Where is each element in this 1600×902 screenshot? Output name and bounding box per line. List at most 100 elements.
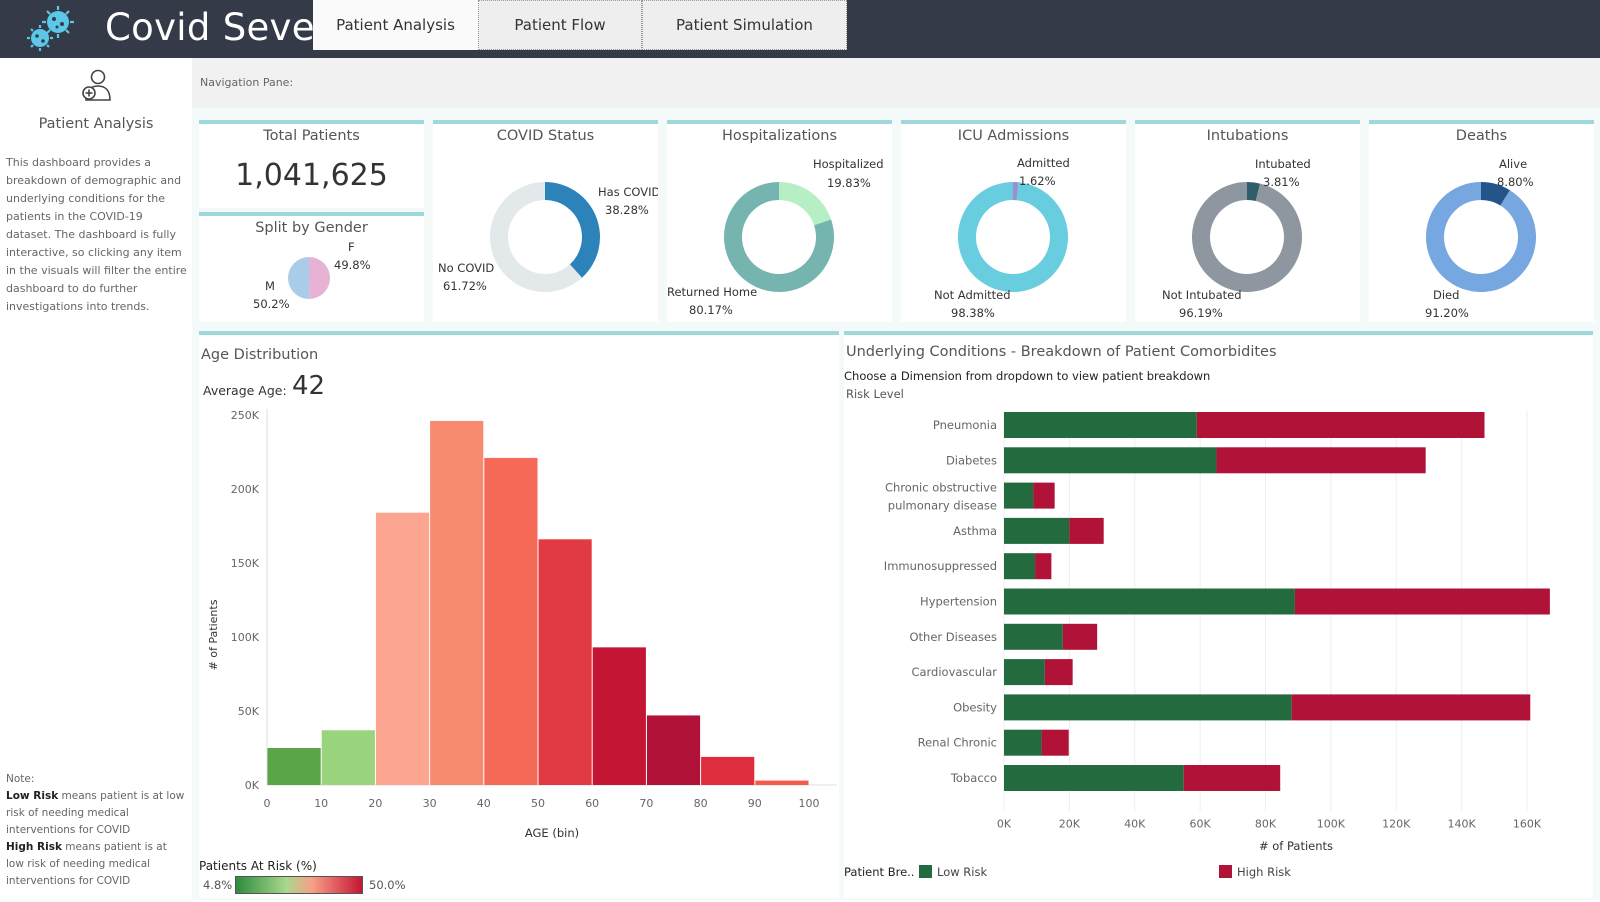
donut-slice-a[interactable] bbox=[545, 182, 600, 278]
intub-b-label: Not Intubated bbox=[1162, 288, 1242, 302]
cond-bar-low[interactable] bbox=[1004, 659, 1045, 686]
hospitalizations-card[interactable]: Hospitalizations Hospitalized 19.83% Ret… bbox=[667, 120, 892, 322]
cond-category-label[interactable]: Other Diseases bbox=[909, 630, 997, 644]
age-bar[interactable] bbox=[375, 512, 430, 785]
covid-status-card[interactable]: COVID Status Has COVID 38.28% No COVID 6… bbox=[433, 120, 658, 322]
cond-bar-high[interactable] bbox=[1041, 729, 1069, 756]
donut-slice-b[interactable] bbox=[1192, 182, 1302, 292]
age-distribution-panel[interactable]: Age Distribution Average Age: 42 # of Pa… bbox=[199, 331, 839, 898]
cond-bar-low[interactable] bbox=[1004, 623, 1063, 650]
cond-bar-high[interactable] bbox=[1216, 447, 1426, 474]
donut-slice-a[interactable] bbox=[1013, 182, 1019, 201]
cond-bar-high[interactable] bbox=[1033, 482, 1055, 509]
cond-category-label[interactable]: Chronic obstructive bbox=[885, 481, 997, 495]
hospitalizations-donut[interactable]: Hospitalized 19.83% Returned Home 80.17% bbox=[667, 124, 892, 326]
age-bar[interactable] bbox=[701, 756, 755, 785]
sidebar: Patient Analysis This dashboard provides… bbox=[0, 58, 192, 900]
age-bar[interactable] bbox=[592, 647, 646, 785]
cond-bar-low[interactable] bbox=[1004, 517, 1070, 544]
dimension-selector[interactable]: Risk Level bbox=[846, 387, 904, 401]
high-risk-legend-label[interactable]: High Risk bbox=[1237, 865, 1291, 879]
cond-category-label[interactable]: pulmonary disease bbox=[888, 499, 997, 513]
cond-category-label[interactable]: Asthma bbox=[953, 524, 997, 538]
cond-category-label[interactable]: Obesity bbox=[953, 700, 997, 714]
cond-x-tick: 140K bbox=[1448, 817, 1477, 830]
high-risk-swatch[interactable] bbox=[1219, 865, 1232, 878]
risk-legend-gradient[interactable] bbox=[235, 876, 363, 894]
low-risk-swatch[interactable] bbox=[919, 865, 932, 878]
age-histogram[interactable]: # of Patients AGE (bin) 0K50K100K150K200… bbox=[199, 335, 839, 902]
donut-slice-b[interactable] bbox=[490, 182, 582, 292]
age-x-tick: 40 bbox=[477, 797, 491, 810]
cond-bar-high[interactable] bbox=[1044, 659, 1073, 686]
total-patients-value: 1,041,625 bbox=[235, 158, 388, 193]
donut-slice-a[interactable] bbox=[1247, 182, 1261, 202]
age-y-tick: 150K bbox=[231, 557, 260, 570]
cond-bar-low[interactable] bbox=[1004, 765, 1184, 791]
tab-patient-simulation[interactable]: Patient Simulation bbox=[642, 0, 847, 50]
cond-bar-high[interactable] bbox=[1196, 412, 1485, 438]
cond-bar-low[interactable] bbox=[1004, 694, 1292, 721]
donut-slice-b[interactable] bbox=[957, 182, 1068, 292]
cond-category-label[interactable]: Cardiovascular bbox=[911, 665, 997, 679]
cond-bar-low[interactable] bbox=[1004, 412, 1197, 438]
intubations-card[interactable]: Intubations Intubated 3.81% Not Intubate… bbox=[1135, 120, 1360, 322]
hosp-a-pct: 19.83% bbox=[827, 176, 871, 190]
cond-category-label[interactable]: Pneumonia bbox=[933, 418, 997, 432]
icu-admissions-donut[interactable]: Admitted 1.62% Not Admitted 98.38% bbox=[901, 124, 1126, 326]
gender-slice-f[interactable] bbox=[309, 257, 331, 299]
age-x-tick: 100 bbox=[799, 797, 820, 810]
gender-slice-m[interactable] bbox=[288, 257, 310, 299]
age-bar[interactable] bbox=[484, 457, 538, 785]
cond-category-label[interactable]: Hypertension bbox=[920, 595, 997, 609]
gender-split-card[interactable]: Split by Gender F 49.8% M 50.2% bbox=[199, 212, 424, 322]
deaths-donut[interactable]: Alive 8.80% Died 91.20% bbox=[1369, 124, 1594, 326]
gender-pie[interactable]: F 49.8% M 50.2% bbox=[199, 216, 424, 326]
covid-status-donut[interactable]: Has COVID 38.28% No COVID 61.72% bbox=[433, 124, 658, 326]
cond-x-tick: 20K bbox=[1059, 817, 1081, 830]
cond-bar-low[interactable] bbox=[1004, 729, 1042, 756]
cond-bar-high[interactable] bbox=[1035, 553, 1052, 580]
donut-slice-a[interactable] bbox=[779, 182, 832, 226]
tab-patient-flow[interactable]: Patient Flow bbox=[478, 0, 642, 50]
icu-a-pct: 1.62% bbox=[1019, 174, 1056, 188]
deaths-card[interactable]: Deaths Alive 8.80% Died 91.20% bbox=[1369, 120, 1594, 322]
cond-category-label[interactable]: Immunosuppressed bbox=[884, 559, 997, 573]
age-bar[interactable] bbox=[755, 780, 809, 785]
gender-f-label: F bbox=[348, 240, 355, 254]
cond-bar-high[interactable] bbox=[1069, 517, 1104, 544]
donut-slice-a[interactable] bbox=[1481, 182, 1510, 206]
age-bar[interactable] bbox=[430, 420, 484, 785]
cond-bar-high[interactable] bbox=[1291, 694, 1531, 721]
age-bar[interactable] bbox=[538, 539, 592, 785]
donut-slice-b[interactable] bbox=[724, 182, 834, 292]
donut-slice-b[interactable] bbox=[1426, 182, 1536, 292]
intubations-donut[interactable]: Intubated 3.81% Not Intubated 96.19% bbox=[1135, 124, 1360, 326]
total-patients-card[interactable]: Total Patients 1,041,625 bbox=[199, 120, 424, 208]
cond-category-label[interactable]: Diabetes bbox=[946, 453, 997, 467]
cond-bar-low[interactable] bbox=[1004, 553, 1036, 580]
age-x-tick: 0 bbox=[264, 797, 271, 810]
cond-bar-high[interactable] bbox=[1294, 588, 1550, 615]
conditions-panel[interactable]: Underlying Conditions - Breakdown of Pat… bbox=[844, 331, 1593, 898]
cond-bar-high[interactable] bbox=[1183, 765, 1281, 791]
hosp-b-label: Returned Home bbox=[667, 285, 757, 299]
sidebar-title: Patient Analysis bbox=[38, 116, 154, 132]
age-bar[interactable] bbox=[321, 730, 375, 785]
hosp-b-pct: 80.17% bbox=[689, 303, 733, 317]
conditions-bar-chart[interactable]: # of Patients 0K 20K 40K 60K 80K 100K 120K 140K… bbox=[844, 335, 1593, 902]
cond-bar-low[interactable] bbox=[1004, 588, 1295, 615]
cond-bar-low[interactable] bbox=[1004, 482, 1034, 509]
gender-split-title: Split by Gender bbox=[255, 220, 368, 236]
cond-category-label[interactable]: Tobacco bbox=[950, 771, 997, 785]
age-bar[interactable] bbox=[267, 748, 321, 785]
cond-bar-high[interactable] bbox=[1062, 623, 1098, 650]
cond-category-label[interactable]: Renal Chronic bbox=[918, 736, 997, 750]
icu-b-label: Not Admitted bbox=[934, 288, 1011, 302]
age-bar[interactable] bbox=[646, 715, 701, 785]
icu-admissions-card[interactable]: ICU Admissions Admitted 1.62% Not Admitt… bbox=[901, 120, 1126, 322]
hosp-a-label: Hospitalized bbox=[813, 157, 884, 171]
low-risk-legend-label[interactable]: Low Risk bbox=[937, 865, 988, 879]
tab-patient-analysis[interactable]: Patient Analysis bbox=[313, 0, 478, 50]
cond-bar-low[interactable] bbox=[1004, 447, 1217, 474]
